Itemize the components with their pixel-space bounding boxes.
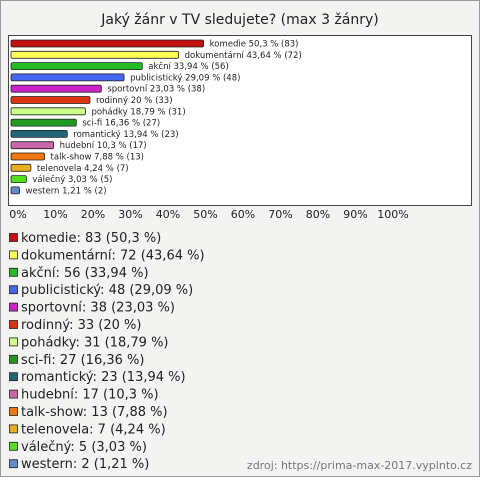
legend-label: sci-fi: 27 (16,36 %) [21,353,144,368]
legend-label: válečný: 5 (3,03 %) [21,440,147,455]
legend-label: western: 2 (1,21 %) [21,457,149,472]
legend-swatch [9,320,18,329]
bar [10,96,91,104]
x-tick-label: 20% [81,208,105,221]
x-tick-label: 0% [9,208,26,221]
legend-swatch [9,407,18,416]
legend-label: publicistický: 48 (29,09 %) [21,283,193,298]
legend-swatch [9,233,18,242]
bar [10,39,205,48]
value-label: sportovní 23,03 % (38) [107,85,205,95]
legend-swatch [9,372,18,382]
value-label: sci-fi 16,36 % (27) [82,119,160,129]
legend-label: hudební: 17 (10,3 %) [21,388,159,403]
bar [10,175,27,184]
value-label: publicistický 29,09 % (48) [130,73,240,83]
legend-label: akční: 56 (33,94 %) [21,266,149,281]
value-label: hudební 10,3 % (17) [60,141,147,151]
legend-swatch [9,267,18,277]
legend-label: pohádky: 31 (18,79 %) [21,335,169,350]
value-label: dokumentární 43,64 % (72) [185,51,302,61]
bar [10,186,20,195]
bar [10,141,55,150]
x-tick-label: 80% [306,208,330,221]
bar [10,84,102,93]
bar [10,129,68,138]
chart-title: Jaký žánr v TV sledujete? (max 3 žánry) [100,12,379,28]
legend-label: telenovela: 7 (4,24 %) [21,422,166,437]
legend-swatch [9,459,18,469]
value-label: akční 33,94 % (56) [148,61,229,72]
source: zdroj: https://prima-max-2017.vyplnto.cz [247,459,472,472]
legend-swatch [9,250,18,260]
legend-label: romantický: 23 (13,94 %) [21,370,186,385]
x-tick-label: 10% [43,208,67,221]
bar [10,107,86,116]
legend-swatch [9,302,18,312]
x-tick-label: 40% [156,208,180,221]
legend-label: sportovní: 38 (23,03 %) [21,301,175,316]
x-tick-label: 90% [343,208,367,221]
value-label: válečný 3,03 % (5) [32,174,112,185]
value-label: komedie 50,3 % (83) [210,40,299,50]
legend-swatch [9,285,18,295]
legend-label: rodinný: 33 (20 %) [21,318,141,333]
bar [10,50,180,59]
value-label: western 1,21 % (2) [26,186,107,196]
legend-swatch [9,354,18,364]
x-tick-label: 70% [268,208,292,221]
legend-label: dokumentární: 72 (43,64 %) [21,248,205,263]
legend-label: talk-show: 13 (7,88 %) [21,405,168,420]
bar [10,73,125,82]
legend-swatch [9,389,18,399]
legend-swatch [9,441,18,451]
value-label: telenovela 4,24 % (7) [37,164,129,174]
x-tick-label: 100% [377,208,408,221]
value-label: rodinný 20 % (33) [96,96,173,106]
bar [10,62,143,70]
bar [10,152,45,161]
value-label: talk-show 7,88 % (13) [51,153,144,163]
legend-swatch [9,424,18,434]
bar [10,118,77,127]
legend-label: komedie: 83 (50,3 %) [21,231,161,246]
x-tick-label: 60% [231,208,255,221]
x-tick-label: 30% [118,208,142,221]
x-tick-label: 50% [193,208,217,221]
legend-swatch [9,337,18,347]
value-label: romantický 13,94 % (23) [73,130,178,140]
bar [10,163,32,172]
value-label: pohádky 18,79 % (31) [91,107,185,117]
